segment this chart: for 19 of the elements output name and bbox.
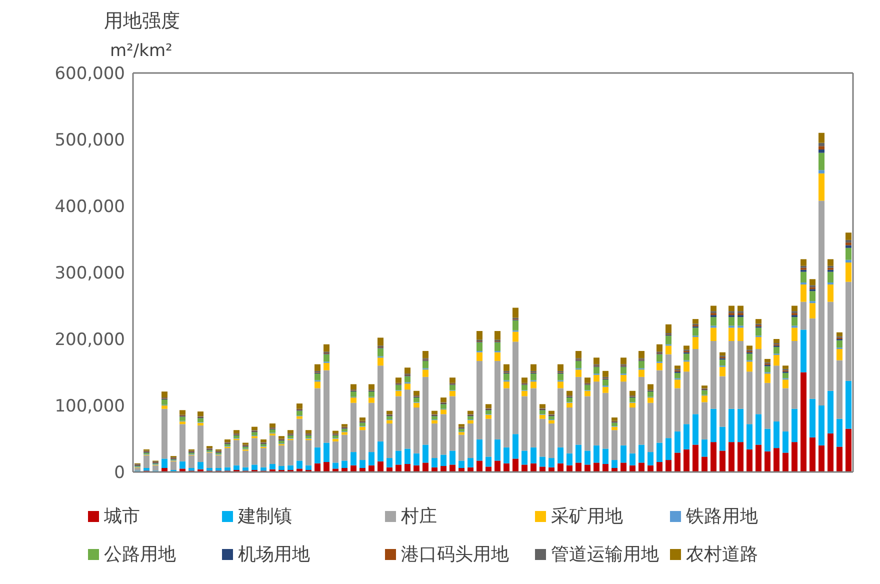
- y-tick-label: 0: [114, 462, 125, 483]
- legend-label: 机场用地: [238, 544, 310, 565]
- legend-label: 城市: [103, 506, 140, 527]
- legend-label: 铁路用地: [685, 506, 758, 527]
- y-tick-label: 400,000: [54, 196, 125, 217]
- legend-label: 村庄: [400, 506, 437, 527]
- legend-label: 建制镇: [237, 506, 292, 527]
- legend-label: 采矿用地: [551, 506, 623, 527]
- legend-label: 农村道路: [686, 544, 758, 565]
- legend-label: 港口码头用地: [401, 544, 509, 565]
- y-axis-title: 用地强度: [104, 10, 180, 32]
- y-tick-label: 600,000: [54, 64, 125, 84]
- y-tick-label: 200,000: [54, 330, 125, 350]
- y-tick-label: 500,000: [54, 130, 125, 150]
- legend-label: 管道运输用地: [551, 544, 659, 565]
- y-tick-label: 100,000: [54, 396, 125, 416]
- text: m²/km²: [110, 41, 172, 61]
- y-tick-label: 300,000: [54, 263, 125, 284]
- legend-label: 公路用地: [104, 544, 176, 565]
